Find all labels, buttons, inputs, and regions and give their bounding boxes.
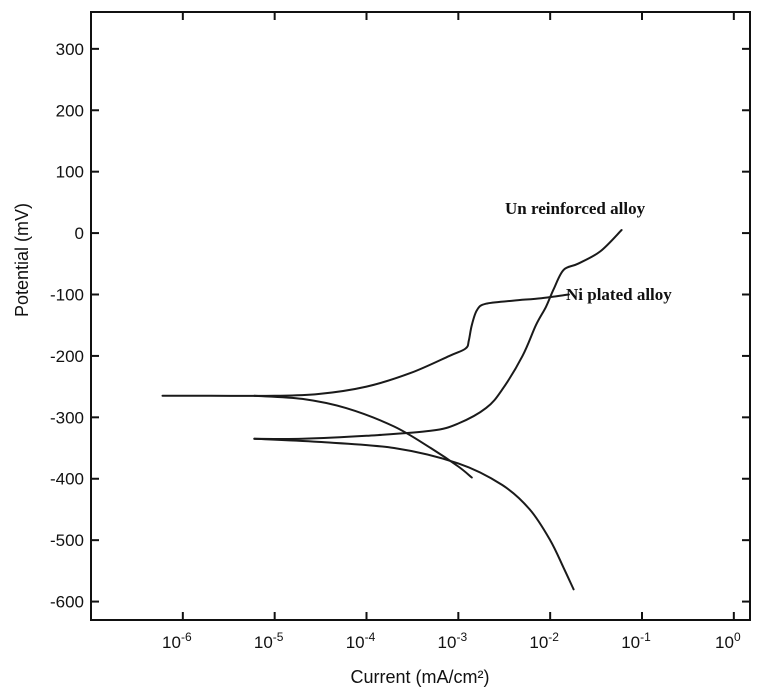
x-tick-label: 10-6 [162, 630, 192, 652]
y-tick-label: -200 [50, 347, 84, 366]
x-tick-label-base: 10 [162, 633, 181, 652]
x-tick-label: 10-2 [529, 630, 559, 652]
series-layer [161, 229, 623, 591]
y-axis-title: Potential (mV) [12, 203, 32, 317]
annotation-ni-plated-alloy: Ni plated alloy [566, 285, 672, 304]
series-line-3 [253, 437, 575, 591]
x-tick-label-exponent: -6 [181, 630, 192, 644]
y-tick-label: 200 [56, 101, 84, 120]
x-tick-label-base: 10 [715, 633, 734, 652]
x-tick-label-base: 10 [254, 633, 273, 652]
y-tick-label: 0 [75, 224, 84, 243]
x-tick-label-exponent: -2 [548, 630, 559, 644]
x-tick-label: 10-3 [438, 630, 468, 652]
y-tick-label: -600 [50, 593, 84, 612]
x-tick-label-base: 10 [529, 633, 548, 652]
x-tick-label-exponent: -3 [456, 630, 467, 644]
y-tick-label: -400 [50, 470, 84, 489]
x-tick-label-exponent: 0 [734, 630, 741, 644]
y-tick-label: -100 [50, 286, 84, 305]
x-tick-label-exponent: -4 [365, 630, 376, 644]
x-tick-label-exponent: -5 [273, 630, 284, 644]
x-tick-label-base: 10 [438, 633, 457, 652]
y-tick-label: -500 [50, 531, 84, 550]
x-tick-label: 100 [715, 630, 741, 652]
series-line-0 [161, 293, 570, 397]
x-axis-title: Current (mA/cm²) [351, 667, 490, 687]
x-tick-label: 10-5 [254, 630, 284, 652]
series-line-2 [253, 229, 623, 441]
x-tick-label-exponent: -1 [640, 630, 651, 644]
x-axis: 10-6 10-5 10-4 10-3 10-2 10-1 100 [162, 12, 741, 652]
x-tick-label: 10-1 [621, 630, 651, 652]
x-tick-label: 10-4 [346, 630, 376, 652]
y-tick-label: 300 [56, 40, 84, 59]
x-tick-label-base: 10 [346, 633, 365, 652]
plot-frame [90, 11, 751, 621]
y-tick-label: 100 [56, 163, 84, 182]
x-tick-label-base: 10 [621, 633, 640, 652]
y-axis: 300 200 100 0 -100 -200 -300 -400 -500 -600 [50, 40, 750, 612]
series-line-1 [253, 394, 473, 479]
annotation-unreinforced-alloy: Un reinforced alloy [505, 199, 646, 218]
y-tick-label: -300 [50, 408, 84, 427]
